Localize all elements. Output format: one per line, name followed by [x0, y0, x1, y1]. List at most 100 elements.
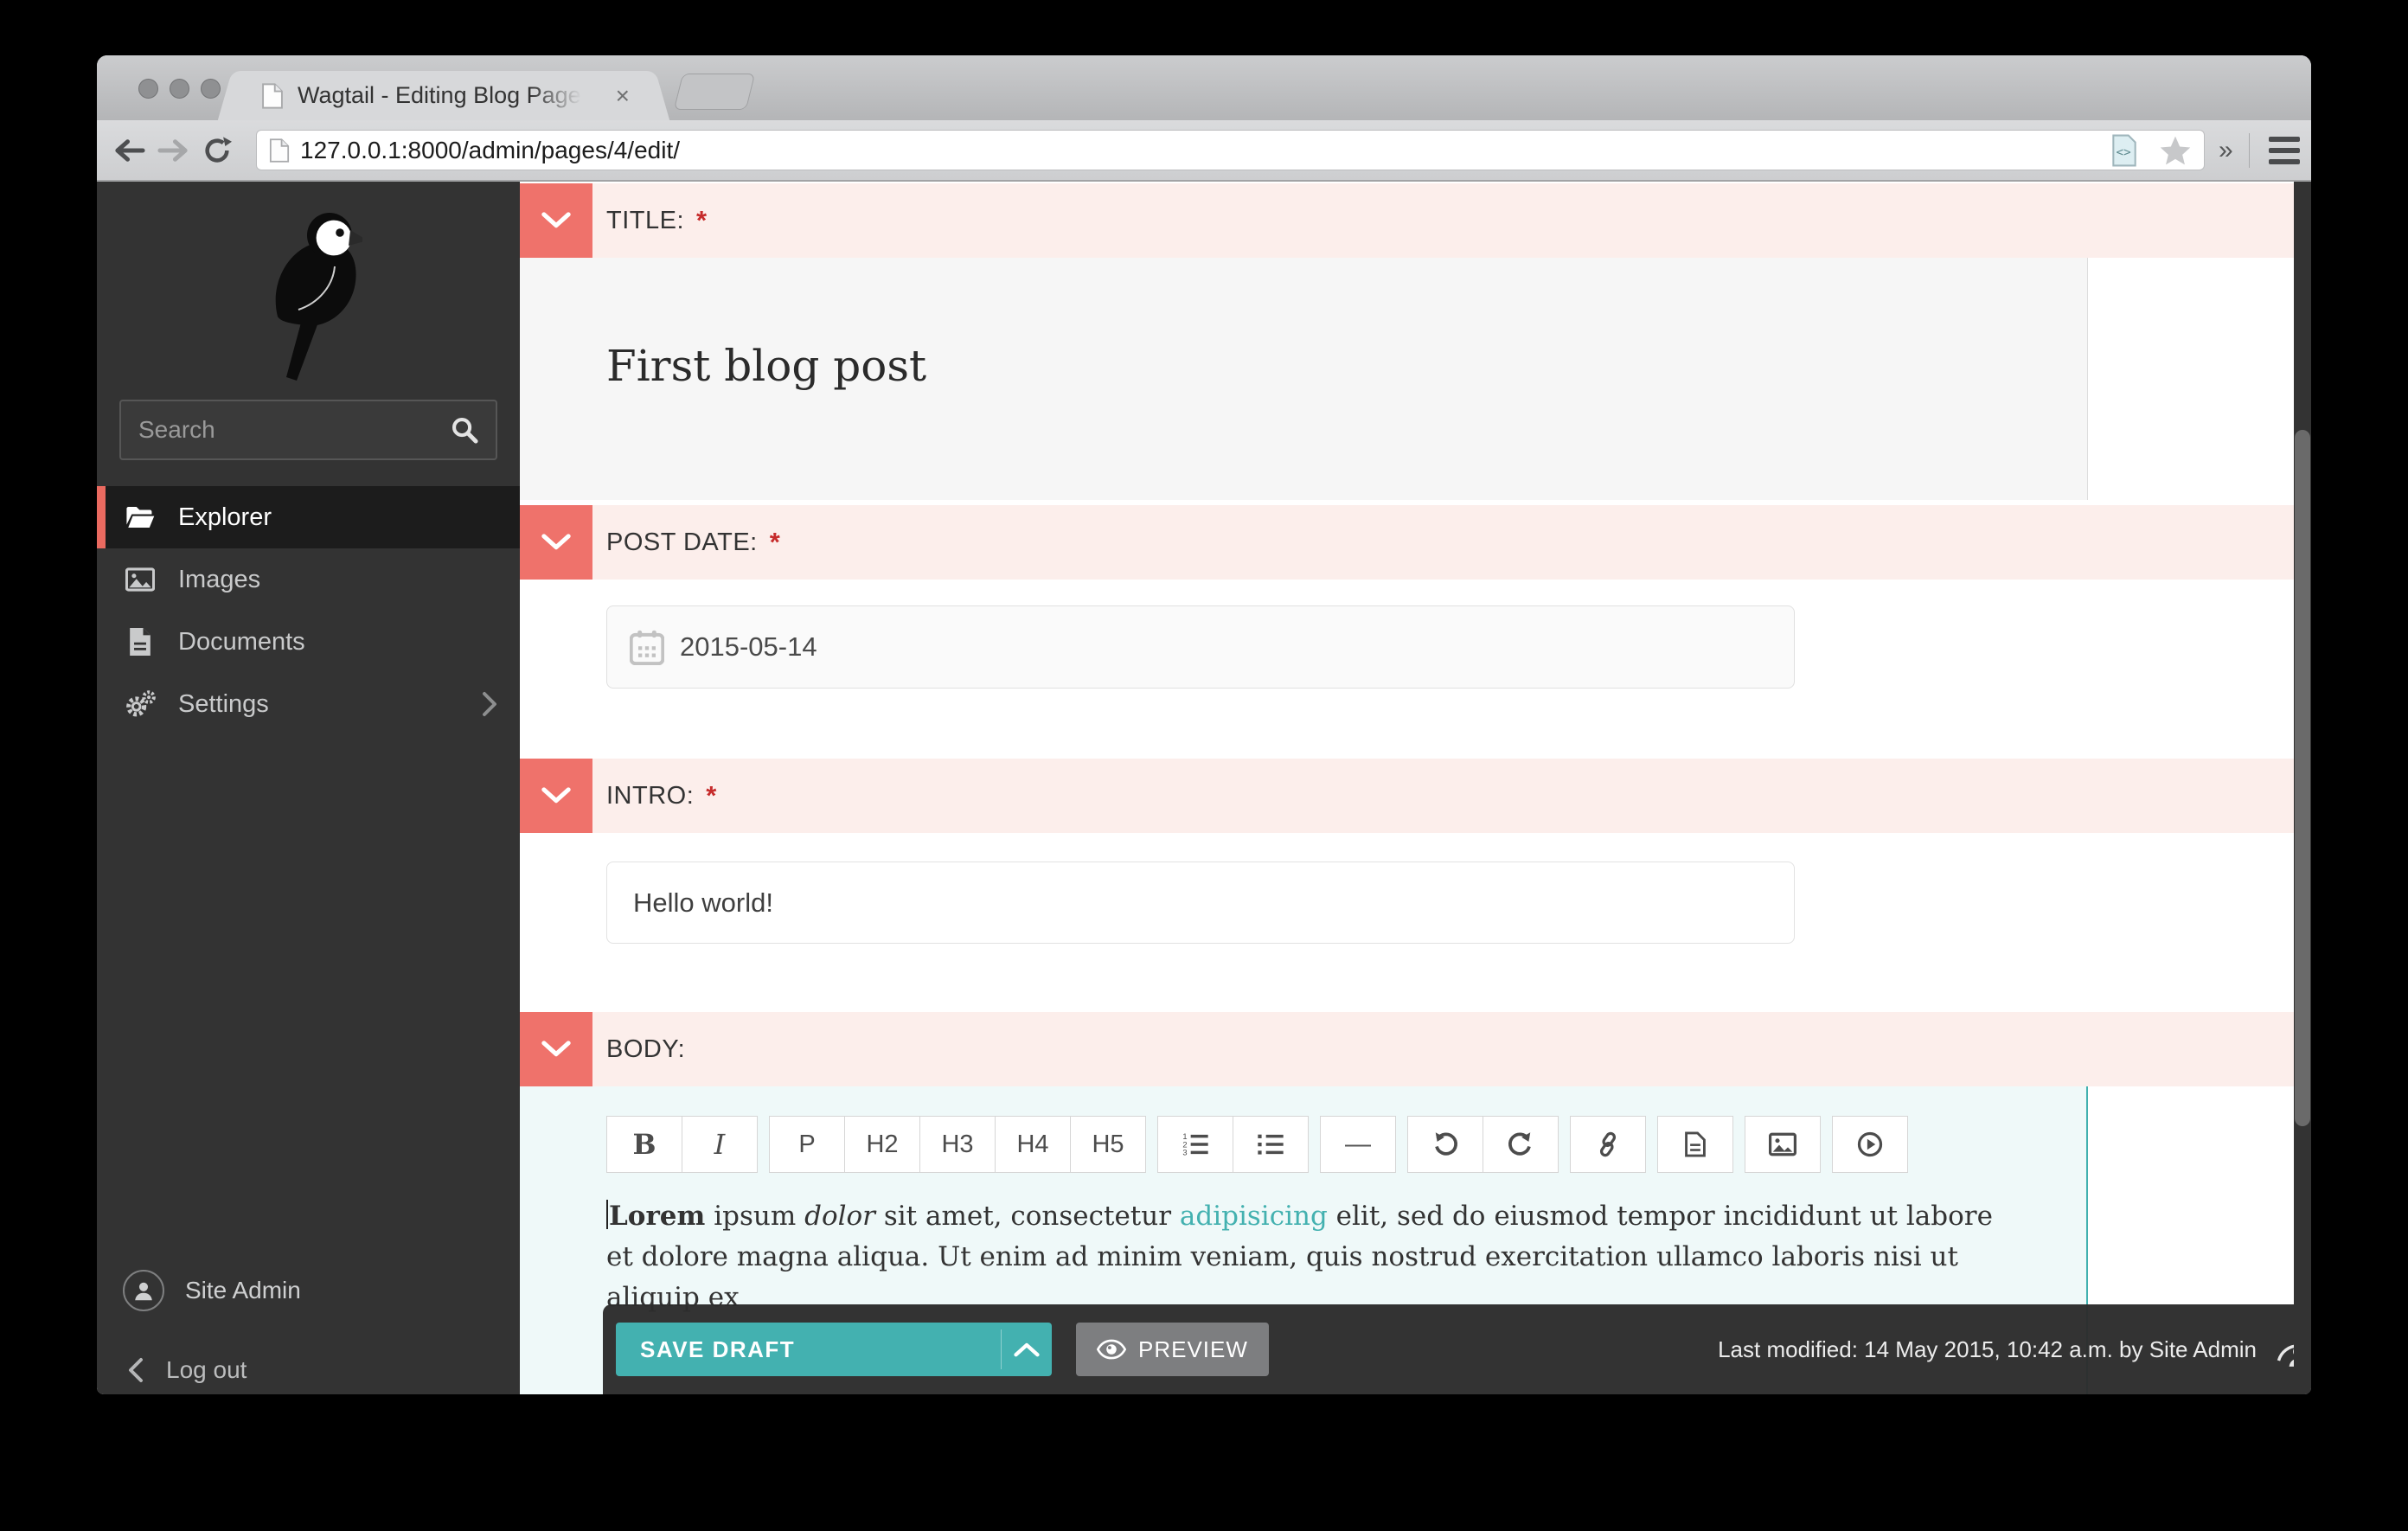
post-date-label: POST DATE: — [606, 528, 758, 556]
collapse-title-button[interactable] — [520, 183, 592, 258]
scrollbar-thumb[interactable] — [2295, 430, 2310, 1126]
folder-open-icon — [125, 505, 156, 529]
sidebar: Explorer Images Documents — [97, 182, 520, 1394]
tab-strip: Wagtail - Editing Blog Page × — [97, 55, 2311, 120]
search-icon[interactable] — [451, 416, 478, 444]
bold-button[interactable]: B — [606, 1116, 682, 1173]
body-plain-text: ipsum — [705, 1201, 805, 1232]
wagtail-logo — [97, 182, 520, 393]
save-draft-button[interactable]: SAVE DRAFT — [616, 1323, 1052, 1376]
section-header-title: TITLE: * — [520, 183, 2311, 258]
logout-button[interactable]: Log out — [97, 1356, 520, 1384]
tab-title: Wagtail - Editing Blog Page — [298, 82, 581, 108]
svg-text:3: 3 — [1182, 1149, 1187, 1156]
browser-tab[interactable]: Wagtail - Editing Blog Page × — [240, 71, 647, 120]
user-avatar-icon — [123, 1270, 164, 1311]
h2-button[interactable]: H2 — [844, 1116, 920, 1173]
eye-icon — [1097, 1339, 1126, 1360]
post-date-input[interactable] — [680, 631, 1771, 663]
title-required-marker: * — [696, 205, 708, 235]
italic-button[interactable]: I — [682, 1116, 758, 1173]
sidebar-item-label: Explorer — [178, 503, 272, 531]
body-bold-text: Lorem — [609, 1201, 706, 1232]
image-button[interactable] — [1745, 1116, 1821, 1173]
url-bar[interactable]: 127.0.0.1:8000/admin/pages/4/edit/ <> — [256, 130, 2205, 170]
back-button[interactable] — [112, 131, 145, 170]
undo-button[interactable] — [1407, 1116, 1483, 1173]
scrollbar-track[interactable] — [2294, 182, 2311, 1394]
traffic-light-close-icon[interactable] — [138, 79, 158, 99]
reader-code-icon[interactable]: <> — [2110, 134, 2138, 167]
settings-icon — [125, 690, 156, 718]
body-plain-text: sit amet, consectetur — [875, 1201, 1180, 1232]
traffic-light-minimize-icon[interactable] — [170, 79, 189, 99]
body-link-text[interactable]: adipisicing — [1179, 1201, 1328, 1232]
search-input[interactable] — [138, 416, 451, 444]
forward-button[interactable] — [157, 131, 190, 170]
chrome-menu-icon[interactable] — [2265, 133, 2303, 168]
paragraph-button[interactable]: P — [769, 1116, 845, 1173]
save-split-divider — [1001, 1329, 1002, 1369]
redo-button[interactable] — [1483, 1116, 1559, 1173]
action-footer: SAVE DRAFT PREVIEW Last modified: 14 May… — [603, 1304, 2311, 1394]
section-header-intro: INTRO: * — [520, 759, 2311, 833]
tab-close-icon[interactable]: × — [615, 81, 630, 109]
bookmark-star-icon[interactable] — [2159, 135, 2192, 166]
intro-input[interactable] — [633, 887, 1768, 919]
preview-button[interactable]: PREVIEW — [1076, 1323, 1269, 1376]
body-richtext-content[interactable]: Lorem ipsum dolor sit amet, consectetur … — [606, 1196, 1999, 1318]
sidebar-item-label: Documents — [178, 627, 305, 656]
link-button[interactable] — [1570, 1116, 1646, 1173]
h5-button[interactable]: H5 — [1070, 1116, 1146, 1173]
svg-text:<>: <> — [2117, 145, 2131, 159]
sidebar-item-documents[interactable]: Documents — [97, 611, 520, 673]
logout-label: Log out — [166, 1356, 247, 1383]
embed-media-button[interactable] — [1832, 1116, 1908, 1173]
unordered-list-button[interactable] — [1233, 1116, 1309, 1173]
title-label: TITLE: — [606, 206, 685, 234]
body-italic-text: dolor — [804, 1201, 875, 1232]
post-date-required-marker: * — [769, 527, 780, 557]
chevron-right-icon — [482, 691, 497, 717]
collapse-intro-button[interactable] — [520, 759, 592, 833]
intro-input-wrap[interactable] — [606, 862, 1795, 944]
toolbar-overflow-chevrons[interactable]: » — [2219, 135, 2233, 164]
body-label: BODY: — [606, 1035, 686, 1063]
section-header-post-date: POST DATE: * — [520, 505, 2311, 580]
h4-button[interactable]: H4 — [995, 1116, 1071, 1173]
page-favicon-icon — [261, 82, 284, 109]
collapse-body-button[interactable] — [520, 1012, 592, 1086]
sidebar-menu: Explorer Images Documents — [97, 486, 520, 735]
refresh-button[interactable] — [202, 131, 232, 170]
url-path: /admin/pages/4/edit/ — [461, 136, 681, 163]
sidebar-item-images[interactable]: Images — [97, 548, 520, 611]
intro-label: INTRO: — [606, 781, 695, 810]
title-field-value[interactable]: First blog post — [606, 341, 927, 391]
calendar-icon — [630, 629, 664, 665]
document-button[interactable] — [1657, 1116, 1733, 1173]
horizontal-rule-button[interactable]: — — [1320, 1116, 1396, 1173]
documents-icon — [125, 628, 156, 656]
account-label: Site Admin — [185, 1277, 301, 1304]
collapse-post-date-button[interactable] — [520, 505, 592, 580]
svg-text:1: 1 — [1182, 1132, 1187, 1141]
title-field-area[interactable]: First blog post — [520, 258, 2088, 500]
images-icon — [125, 567, 156, 592]
new-tab-button[interactable] — [673, 74, 756, 110]
browser-toolbar: 127.0.0.1:8000/admin/pages/4/edit/ <> » — [97, 120, 2311, 182]
sidebar-item-settings[interactable]: Settings — [97, 673, 520, 735]
browser-window: Wagtail - Editing Blog Page × 127.0.0.1:… — [97, 55, 2311, 1394]
sidebar-search[interactable] — [119, 400, 497, 460]
h3-button[interactable]: H3 — [919, 1116, 996, 1173]
intro-required-marker: * — [706, 780, 717, 810]
traffic-light-zoom-icon[interactable] — [201, 79, 221, 99]
last-modified-text: Last modified: 14 May 2015, 10:42 a.m. b… — [1718, 1336, 2257, 1362]
save-menu-chevron-up-icon[interactable] — [1002, 1342, 1052, 1357]
url-favicon-icon — [269, 138, 290, 163]
sidebar-item-label: Images — [178, 565, 261, 593]
sidebar-account[interactable]: Site Admin — [97, 1270, 520, 1311]
post-date-input-wrap[interactable] — [606, 605, 1795, 689]
sidebar-item-explorer[interactable]: Explorer — [97, 486, 520, 548]
